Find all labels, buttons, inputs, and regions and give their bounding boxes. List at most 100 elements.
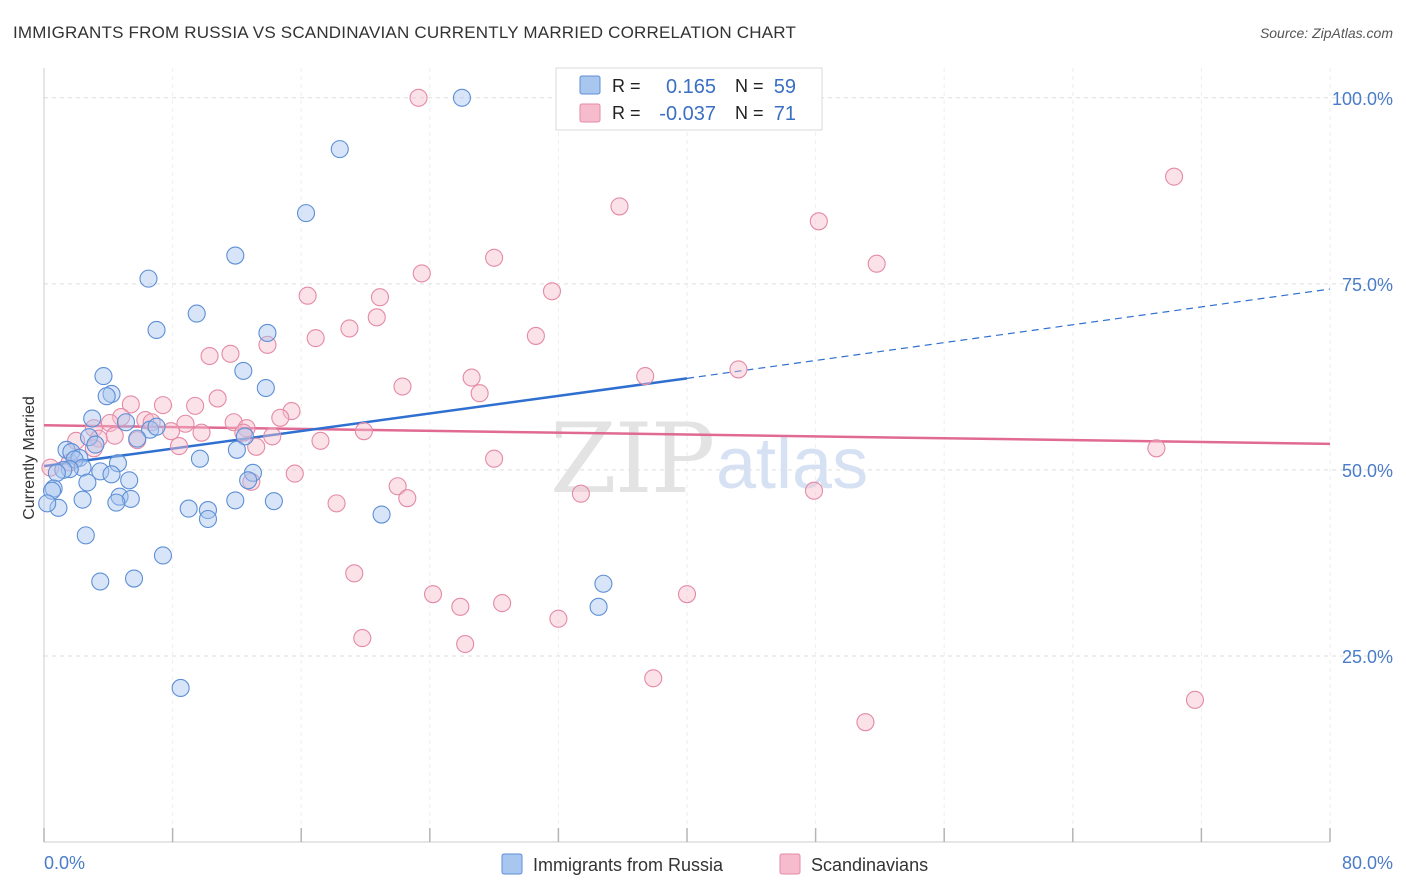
- point-scandinavians: [153, 396, 173, 415]
- point-russia: [226, 491, 245, 510]
- grid: [44, 68, 1395, 842]
- point-scandinavians: [610, 197, 629, 216]
- point-scandinavians: [636, 367, 655, 386]
- point-russia: [128, 429, 147, 448]
- point-scandinavians: [493, 594, 512, 613]
- point-russia: [91, 572, 110, 591]
- x-tick-label-left: 0.0%: [44, 853, 85, 873]
- point-scandinavians: [327, 494, 346, 513]
- point-russia: [83, 409, 102, 428]
- point-scandinavians: [169, 437, 189, 456]
- point-russia: [372, 505, 391, 524]
- point-scandinavians: [1165, 167, 1184, 186]
- point-scandinavians: [353, 629, 372, 648]
- point-scandinavians: [186, 396, 205, 415]
- point-russia: [120, 471, 139, 490]
- point-scandinavians: [542, 282, 562, 301]
- point-scandinavians: [242, 472, 261, 491]
- series-legend: Immigrants from Russia Scandinavians: [501, 853, 928, 875]
- point-russia: [256, 378, 275, 398]
- legend-r-label-1: R =: [612, 76, 641, 96]
- point-scandinavians: [423, 585, 443, 604]
- series-legend-swatch-russia: [501, 853, 523, 875]
- point-scandinavians: [485, 449, 504, 468]
- axes: [43, 68, 1331, 843]
- point-scandinavians: [161, 422, 181, 441]
- point-russia: [116, 413, 136, 432]
- point-scandinavians: [856, 713, 875, 732]
- point-scandinavians: [470, 384, 489, 403]
- point-russia: [239, 471, 258, 490]
- point-scandinavians: [208, 389, 227, 408]
- series-legend-swatch-scandinavians: [779, 853, 801, 875]
- point-scandinavians: [398, 489, 417, 508]
- point-russia: [330, 140, 349, 159]
- point-scandinavians: [729, 360, 748, 379]
- legend-n-label-2: N =: [735, 103, 764, 123]
- point-russia: [147, 320, 166, 340]
- point-scandinavians: [298, 286, 317, 305]
- legend-r-value-2: -0.037: [659, 103, 716, 125]
- point-russia: [47, 463, 66, 482]
- y-tick-label-0: 100.0%: [1332, 89, 1393, 109]
- point-russia: [108, 454, 127, 473]
- point-scandinavians: [456, 634, 475, 654]
- x-tick-label-right: 80.0%: [1342, 853, 1393, 873]
- point-scandinavians: [526, 326, 545, 345]
- point-scandinavians: [462, 368, 481, 387]
- point-russia: [102, 465, 121, 484]
- point-russia: [235, 427, 254, 446]
- point-russia: [234, 361, 253, 380]
- point-scandinavians: [451, 597, 470, 616]
- point-russia: [198, 509, 218, 529]
- point-russia: [102, 384, 121, 404]
- point-russia: [264, 492, 283, 511]
- chart-title: IMMIGRANTS FROM RUSSIA VS SCANDINAVIAN C…: [13, 23, 796, 42]
- point-russia: [124, 569, 144, 588]
- trendline-russia: [43, 377, 688, 468]
- y-axis-label: Currently Married: [21, 396, 38, 520]
- point-russia: [76, 526, 95, 545]
- point-scandinavians: [311, 431, 330, 450]
- point-scandinavians: [192, 423, 211, 442]
- point-scandinavians: [677, 585, 697, 604]
- point-russia: [258, 323, 277, 342]
- point-scandinavians: [1185, 690, 1205, 709]
- point-russia: [171, 678, 190, 697]
- point-russia: [452, 88, 472, 107]
- chart-source: Source: ZipAtlas.com: [1260, 25, 1393, 41]
- legend-r-value-1: 0.165: [666, 76, 716, 98]
- point-scandinavians: [176, 414, 195, 433]
- trendline-scandinavians: [43, 423, 1331, 446]
- point-scandinavians: [549, 609, 568, 628]
- point-scandinavians: [867, 254, 886, 273]
- russia-points: [38, 88, 613, 697]
- point-russia: [226, 246, 245, 265]
- point-scandinavians: [370, 288, 390, 307]
- point-russia: [79, 428, 99, 447]
- point-scandinavians: [112, 407, 131, 427]
- y-tick-label-3: 25.0%: [1342, 647, 1393, 667]
- point-scandinavians: [809, 212, 828, 231]
- legend-n-value-2: 71: [774, 103, 796, 125]
- point-scandinavians: [200, 346, 219, 366]
- point-russia: [187, 304, 206, 323]
- point-russia: [296, 204, 316, 223]
- point-scandinavians: [221, 344, 240, 363]
- point-russia: [190, 449, 209, 468]
- point-scandinavians: [340, 319, 359, 338]
- point-russia: [179, 499, 198, 518]
- watermark: ZIP atlas: [550, 403, 868, 515]
- legend-swatch-scandinavians: [579, 103, 601, 123]
- point-russia: [86, 435, 105, 454]
- point-scandinavians: [571, 484, 590, 503]
- legend-n-label-1: N =: [735, 76, 764, 96]
- y-tick-label-1: 75.0%: [1342, 275, 1393, 295]
- point-scandinavians: [247, 437, 266, 456]
- point-russia: [94, 367, 113, 386]
- point-scandinavians: [271, 408, 290, 427]
- point-scandinavians: [388, 477, 407, 496]
- point-scandinavians: [306, 329, 325, 348]
- point-russia: [78, 473, 97, 492]
- point-scandinavians: [354, 422, 373, 441]
